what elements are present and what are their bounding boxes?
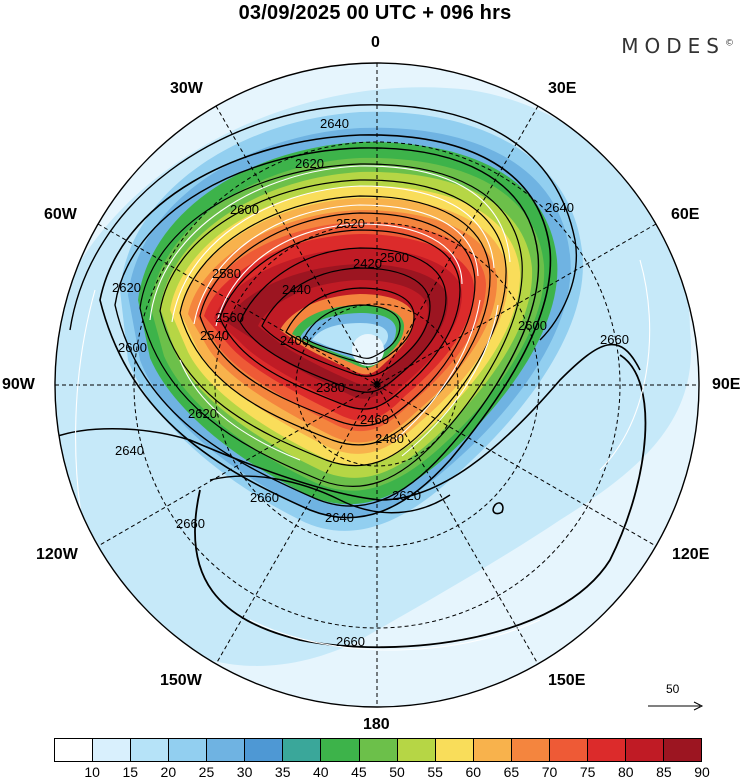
lon-label: 180 [363, 716, 390, 733]
lon-label: 0 [371, 34, 380, 51]
contour-label: 2660 [250, 490, 279, 505]
colorbar-tick-label: 15 [122, 764, 139, 780]
contour-label-group: 2640 2620 2600 2580 2560 2540 2520 2500 … [112, 116, 629, 649]
wind-streamlines [75, 165, 651, 651]
colorbar-swatch [131, 738, 170, 762]
colorbar-tick-label: 35 [274, 764, 291, 780]
contour-label: 2620 [295, 156, 324, 171]
contour-label: 2600 [118, 340, 147, 355]
lon-label: 30W [170, 80, 203, 97]
brand-text: MODES [621, 34, 725, 58]
map-title: 03/09/2025 00 UTC + 096 hrs [238, 2, 512, 24]
colorbar-swatch [587, 738, 626, 762]
lon-label: 150E [548, 672, 586, 689]
lon-label: 60W [44, 206, 77, 223]
brand-mark: © [725, 38, 734, 49]
colorbar-swatch [397, 738, 436, 762]
lon-label: 60E [671, 206, 700, 223]
colorbar-tick-label: 80 [617, 764, 634, 780]
height-contours [55, 104, 647, 649]
pole-marker [374, 381, 380, 387]
colorbar-swatch [664, 738, 703, 762]
contour-label: 2660 [336, 634, 365, 649]
contour-label: 2620 [188, 406, 217, 421]
colorbar-tick-label: 65 [503, 764, 520, 780]
colorbar-swatch [283, 738, 322, 762]
colorbar-tick-label: 75 [579, 764, 596, 780]
contour-label: 2640 [545, 200, 574, 215]
brand-logo: MODES© [621, 34, 734, 58]
colorbar [54, 738, 703, 762]
lon-label: 90E [712, 376, 741, 393]
colorbar-swatch [359, 738, 398, 762]
colorbar-tick-label: 10 [84, 764, 100, 780]
colorbar-tick-label: 70 [541, 764, 558, 780]
colorbar-tick-label: 45 [351, 764, 367, 780]
colorbar-tick-label: 40 [313, 764, 329, 780]
contour-label: 2400 [280, 333, 309, 348]
contour-label: 2500 [380, 250, 409, 265]
lon-label: 30E [548, 80, 577, 97]
colorbar-swatch [549, 738, 588, 762]
lon-label: 150W [160, 672, 202, 689]
colorbar-tick-label: 20 [160, 764, 177, 780]
wind-scale-value: 50 [666, 682, 680, 696]
colorbar-swatch [207, 738, 246, 762]
colorbar-swatch [321, 738, 360, 762]
wind-scale-arrow [648, 701, 704, 711]
colorbar-swatch [625, 738, 664, 762]
contour-label: 2600 [518, 318, 547, 333]
colorbar-tick-label: 50 [389, 764, 405, 780]
contour-label: 2380 [316, 380, 345, 395]
contour-label: 2620 [112, 280, 141, 295]
colorbar-swatch [245, 738, 284, 762]
contour-label: 2460 [360, 412, 389, 427]
lon-label: 90W [2, 376, 35, 393]
contour-label: 2480 [375, 431, 404, 446]
colorbar-swatch [473, 738, 512, 762]
contour-label: 2660 [600, 332, 629, 347]
lon-label: 120W [36, 546, 78, 563]
contour-label: 2560 [215, 310, 244, 325]
colorbar-tick-label: 85 [656, 764, 672, 780]
colorbar-tick-label: 30 [236, 764, 253, 780]
lon-label: 120E [672, 546, 710, 563]
contour-label: 2580 [212, 266, 241, 281]
contour-label: 2640 [115, 443, 144, 458]
contour-label: 2540 [200, 328, 229, 343]
colorbar-swatch [511, 738, 550, 762]
colorbar-tick-label: 60 [465, 764, 482, 780]
contour-label: 2640 [325, 510, 354, 525]
wind-speed-field [55, 63, 699, 707]
contour-label: 2600 [230, 202, 259, 217]
colorbar-tick-label: 90 [694, 764, 710, 780]
colorbar-tick-label: 25 [198, 764, 215, 780]
contour-label: 2440 [282, 282, 311, 297]
contour-label: 2660 [176, 516, 205, 531]
colorbar-swatch [54, 738, 94, 762]
colorbar-tick-label: 55 [427, 764, 443, 780]
colorbar-swatch [93, 738, 132, 762]
contour-label: 2640 [320, 116, 349, 131]
contour-label: 2520 [336, 216, 365, 231]
colorbar-swatch [169, 738, 208, 762]
contour-label: 2420 [353, 256, 382, 271]
colorbar-swatch [435, 738, 474, 762]
contour-label: 2620 [392, 488, 421, 503]
